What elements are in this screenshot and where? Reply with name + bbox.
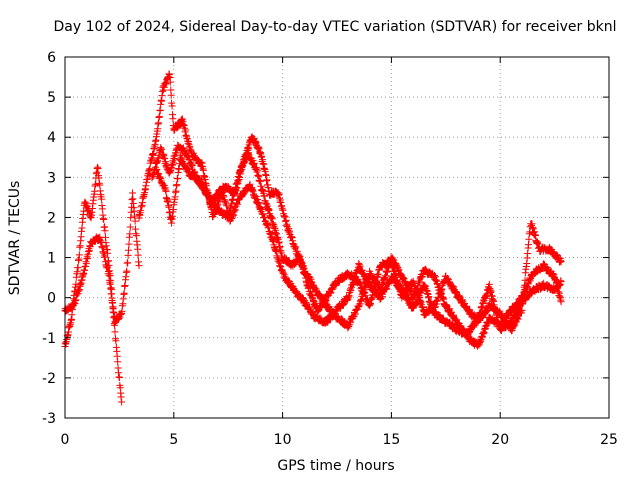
- x-tick-label: 5: [169, 432, 178, 448]
- x-tick-label: 20: [491, 432, 509, 448]
- series-track-e: [152, 151, 565, 339]
- y-tick-label: -1: [42, 331, 56, 347]
- y-tick-label: 0: [47, 291, 56, 307]
- x-tick-label: 25: [600, 432, 618, 448]
- chart-title: Day 102 of 2024, Sidereal Day-to-day VTE…: [54, 19, 617, 35]
- series-markers: [61, 163, 126, 406]
- y-tick-label: 6: [47, 50, 56, 66]
- x-tick-labels: 0 5 10 15 20 25: [61, 432, 618, 448]
- data-points: [61, 70, 565, 406]
- y-tick-label: 5: [47, 90, 56, 106]
- x-tick-label: 0: [61, 432, 70, 448]
- series-track-a: [61, 163, 126, 406]
- y-tick-label: 4: [47, 130, 56, 146]
- y-tick-label: -2: [42, 371, 56, 387]
- x-axis-label: GPS time / hours: [277, 458, 394, 474]
- axis-ticks: [64, 56, 610, 419]
- x-tick-label: 15: [382, 432, 400, 448]
- x-tick-label: 10: [274, 432, 292, 448]
- series-markers: [152, 151, 565, 339]
- y-tick-label: 1: [47, 251, 56, 267]
- plot-frame: [64, 56, 610, 419]
- y-tick-label: 3: [47, 170, 56, 186]
- y-tick-label: 2: [47, 210, 56, 226]
- y-tick-label: -3: [42, 411, 56, 427]
- y-axis-label: SDTVAR / TECUs: [7, 181, 23, 296]
- y-tick-labels: -3 -2 -1 0 1 2 3 4 5 6: [42, 50, 56, 427]
- grid-lines: [65, 57, 609, 418]
